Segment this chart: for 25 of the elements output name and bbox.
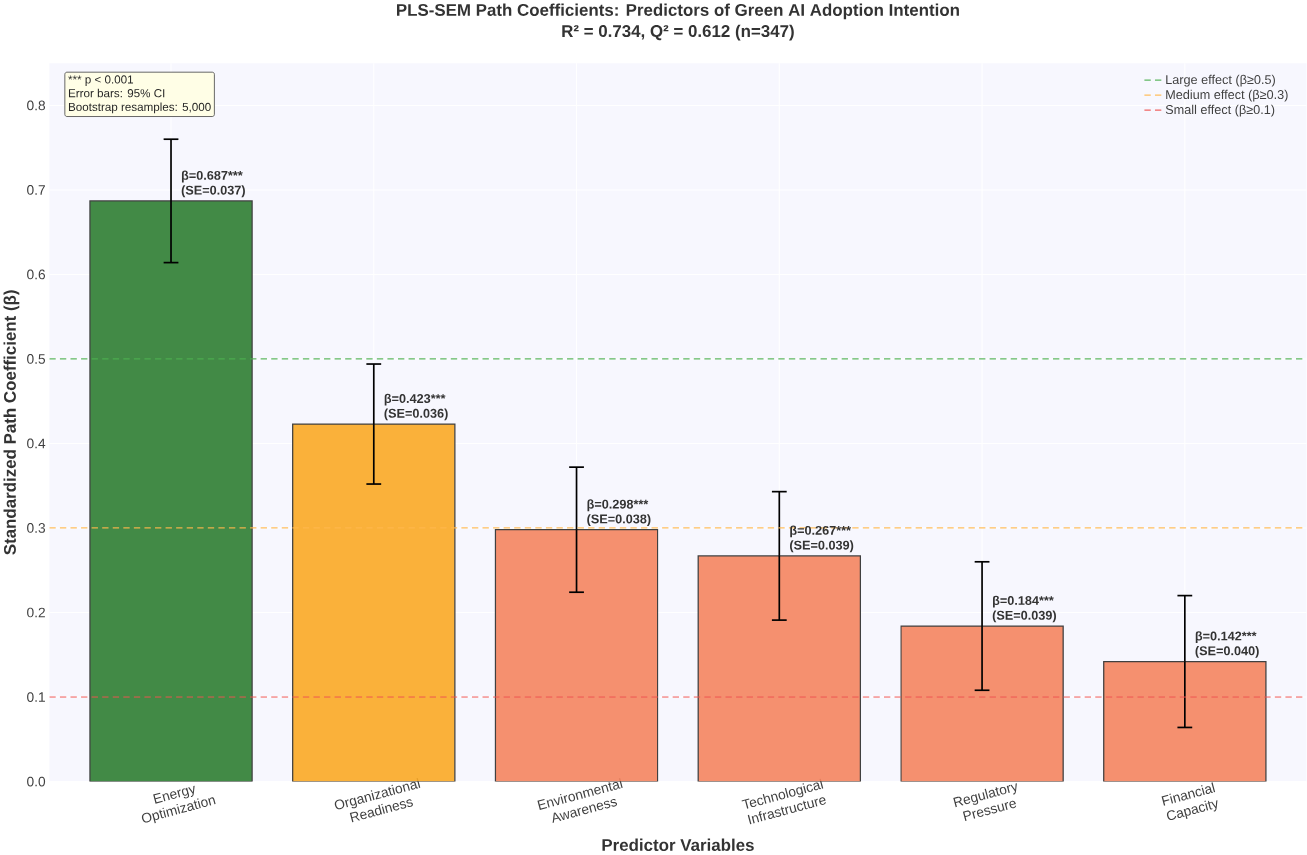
legend-label: Small effect (β≥0.1)	[1165, 104, 1275, 117]
data-label: β=0.142*** (SE=0.040)	[1195, 631, 1259, 659]
chart-subtitle: R² = 0.734, Q² = 0.612 (n=347)	[562, 24, 794, 41]
y-tick-label: 0.2	[27, 607, 45, 618]
y-tick-label: 0.7	[27, 185, 45, 195]
data-label: β=0.687*** (SE=0.037)	[181, 170, 245, 198]
legend-label: Large effect (β≥0.5)	[1166, 74, 1275, 87]
data-label: β=0.298*** (SE=0.038)	[587, 499, 651, 527]
y-axis-title: Standardized Path Coefficient (β)	[3, 290, 20, 555]
data-label: β=0.184*** (SE=0.039)	[992, 595, 1056, 623]
y-tick-label: 0.3	[27, 523, 46, 534]
y-tick-label: 0.8	[27, 100, 46, 111]
y-tick-label: 0.5	[27, 354, 46, 365]
annotation: Error bars: 95% CI	[68, 89, 165, 98]
data-label: β=0.267*** (SE=0.039)	[790, 525, 854, 553]
y-tick-label: 0.0	[27, 776, 46, 787]
chart-title: PLS-SEM Path Coefficients: Predictors of Green AI Adoption Intention	[397, 3, 959, 20]
data-label: β=0.423*** (SE=0.036)	[384, 393, 448, 421]
legend-label: Medium effect (β≥0.3)	[1166, 89, 1288, 102]
annotation: Bootstrap resamples: 5,000	[68, 102, 211, 114]
y-tick-label: 0.1	[27, 692, 45, 703]
y-tick-label: 0.4	[27, 438, 46, 449]
x-axis-title: Predictor Variables	[602, 838, 754, 852]
annotation: *** p < 0.001	[68, 75, 134, 87]
y-tick-label: 0.6	[27, 269, 46, 280]
